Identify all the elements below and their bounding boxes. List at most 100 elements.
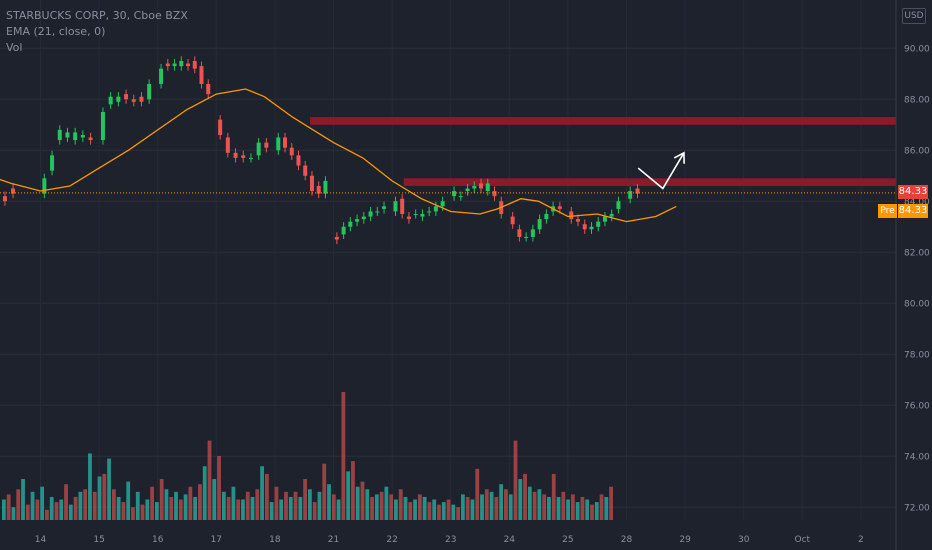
candle-body xyxy=(116,96,121,102)
volume-bar xyxy=(274,486,279,520)
volume-bar xyxy=(413,499,417,520)
volume-bar xyxy=(145,499,150,520)
volume-bar xyxy=(427,502,432,520)
time-tick-label: 15 xyxy=(93,535,104,545)
price-tick-label: 80.00 xyxy=(904,299,930,309)
candle-body xyxy=(602,216,607,222)
candle-body xyxy=(57,129,62,141)
volume-bar xyxy=(40,486,45,520)
volume-bar xyxy=(231,486,236,520)
volume-bar xyxy=(384,486,389,520)
candle-body xyxy=(186,63,191,67)
candle-body xyxy=(248,157,253,159)
volume-bar xyxy=(456,507,460,520)
volume-bar xyxy=(6,494,11,520)
volume-bar xyxy=(21,479,25,520)
time-tick-label: 16 xyxy=(152,535,164,545)
volume-bar xyxy=(461,494,465,520)
candle-body xyxy=(557,206,562,209)
volume-bar xyxy=(355,486,360,520)
candle-body xyxy=(289,147,294,156)
symbol-title[interactable]: STARBUCKS CORP, 30, Cboe BZX xyxy=(6,9,188,22)
volume-bar xyxy=(590,504,594,520)
candle-body xyxy=(73,132,78,141)
time-tick-label: 23 xyxy=(445,535,456,545)
volume-bar xyxy=(508,494,513,520)
volume-bar xyxy=(360,481,365,520)
volume-bar xyxy=(374,494,379,520)
candle-body xyxy=(192,61,197,69)
volume-bar xyxy=(25,504,30,520)
price-axis: 72.00 74.00 76.00 78.00 80.00 82.00 84.00 86.00… xyxy=(904,44,930,513)
volume-bar xyxy=(475,468,480,520)
candle-body xyxy=(218,119,223,135)
time-axis: 14 15 16 17 18 21 22 23 24 25 28 29 30 Oct 2 xyxy=(35,535,864,545)
volume-bar xyxy=(437,504,441,520)
volume-bar xyxy=(317,491,322,520)
volume-bar xyxy=(441,502,446,520)
volume-bar xyxy=(64,484,68,520)
volume-bar xyxy=(183,494,188,520)
volume-bars xyxy=(2,392,613,520)
volume-bar xyxy=(164,489,169,520)
volume-bar xyxy=(523,473,527,520)
volume-bar xyxy=(494,496,499,520)
volume-bar xyxy=(303,479,307,520)
volume-bar xyxy=(293,491,298,520)
candle-body xyxy=(458,196,463,198)
price-tick-label: 74.00 xyxy=(904,452,930,462)
volume-bar xyxy=(35,499,40,520)
volume-bar xyxy=(150,486,154,520)
volume-bar xyxy=(499,484,504,520)
volume-bar xyxy=(88,453,92,520)
time-tick-label: 18 xyxy=(269,535,281,545)
volume-bar xyxy=(59,499,64,520)
volume-bar xyxy=(269,502,274,520)
volume-bar xyxy=(126,481,131,520)
candle-body xyxy=(355,219,360,222)
volume-bar xyxy=(49,496,54,520)
candle-body xyxy=(440,201,445,207)
volume-bar xyxy=(245,491,250,520)
ema-indicator-label[interactable]: EMA (21, close, 0) xyxy=(6,25,106,38)
candle-body xyxy=(100,112,105,141)
currency-badge[interactable]: USD xyxy=(902,8,926,24)
volume-bar xyxy=(394,499,398,520)
candle-body xyxy=(165,63,170,67)
volume-bar xyxy=(169,496,174,520)
volume-bar xyxy=(68,504,73,520)
candle-body xyxy=(139,96,144,102)
candle-body xyxy=(341,226,346,235)
resistance-zone xyxy=(403,178,896,186)
candle-body xyxy=(283,137,288,148)
volume-bar xyxy=(236,499,241,520)
time-tick-label: 2 xyxy=(858,535,864,545)
volume-bar xyxy=(513,440,518,520)
candle-body xyxy=(172,63,177,67)
volume-bar xyxy=(202,466,207,520)
candle-body xyxy=(241,155,246,158)
candle-body xyxy=(576,219,581,222)
time-tick-label: 17 xyxy=(211,535,222,545)
volume-bar xyxy=(446,499,451,520)
time-tick-label: 24 xyxy=(504,535,516,545)
volume-bar xyxy=(547,496,551,520)
volume-indicator-label[interactable]: Vol xyxy=(6,41,23,54)
ema-line xyxy=(0,88,677,223)
grid-lines xyxy=(0,47,896,508)
last-price-tag: 84.33 xyxy=(898,185,928,199)
volume-bar xyxy=(470,499,475,520)
volume-bar xyxy=(188,486,193,520)
volume-bar xyxy=(288,496,293,520)
volume-bar xyxy=(432,499,437,520)
volume-bar xyxy=(54,502,59,520)
price-tick-label: 90.00 xyxy=(904,44,930,54)
volume-bar xyxy=(480,494,484,520)
candle-body xyxy=(433,206,438,212)
volume-bar xyxy=(580,496,585,520)
volume-bar xyxy=(341,392,346,520)
volume-bar xyxy=(250,496,255,520)
volume-bar xyxy=(111,489,116,520)
candle-body xyxy=(393,201,398,212)
